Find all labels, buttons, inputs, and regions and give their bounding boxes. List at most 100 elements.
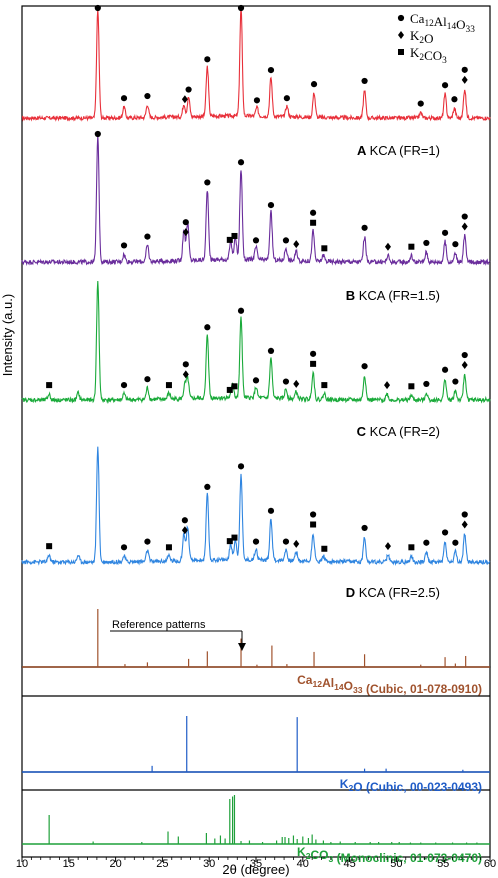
x-tick-label: 40: [297, 858, 309, 870]
peak-marker-circle: [283, 95, 290, 102]
series-line-B: [21, 135, 491, 267]
peak-marker-circle: [441, 529, 449, 536]
peak-marker-square: [226, 236, 233, 243]
peak-marker-square: [226, 386, 233, 393]
peak-marker-circle: [237, 4, 245, 12]
peak-marker-circle: [182, 361, 189, 368]
peak-marker-circle: [423, 380, 430, 388]
peak-marker-circle: [253, 97, 261, 104]
peak-marker-square: [231, 534, 238, 541]
peak-marker-circle: [204, 324, 211, 331]
peak-marker-circle: [452, 378, 459, 385]
peak-marker-square: [321, 545, 328, 552]
peak-marker-circle: [361, 524, 368, 532]
peak-marker-square: [226, 538, 233, 545]
peak-marker-circle: [120, 544, 128, 551]
y-axis-label: Intensity (a.u.): [0, 294, 15, 376]
peak-marker-circle: [461, 213, 468, 220]
legend-label: Ca12Al14O33: [410, 11, 475, 35]
peak-marker-circle: [144, 376, 151, 383]
peak-marker-diamond: [384, 542, 391, 551]
peak-marker-diamond: [181, 95, 188, 104]
legend-marker-diamond: [398, 31, 404, 39]
peak-marker-circle: [282, 378, 290, 385]
peak-marker-circle: [120, 382, 128, 389]
reference-annotation: Reference patterns: [112, 619, 206, 631]
peak-marker-circle: [120, 242, 128, 249]
peak-marker-diamond: [384, 381, 391, 390]
peak-marker-diamond: [461, 75, 468, 84]
peak-marker-square: [310, 521, 317, 528]
peak-marker-diamond: [293, 539, 300, 548]
peak-marker-diamond: [461, 520, 468, 529]
legend-marker-circle: [397, 14, 405, 22]
peak-marker-circle: [144, 538, 151, 545]
peak-marker-square: [408, 544, 415, 551]
peak-marker-circle: [361, 363, 368, 370]
peak-marker-circle: [252, 538, 260, 545]
series-line-C: [21, 280, 491, 405]
peak-marker-square: [165, 382, 172, 389]
x-tick-label: 20: [109, 858, 121, 870]
label-layer: A KCA (FR=1) B KCA (FR=1.5) C KCA (FR=2) D …: [346, 143, 440, 600]
reference-label: K2O (Cubic, 00-023-0493): [340, 777, 482, 794]
peak-marker-circle: [451, 96, 458, 103]
peak-marker-diamond: [461, 361, 468, 370]
peak-marker-circle: [441, 229, 449, 236]
peak-marker-square: [310, 219, 317, 226]
x-axis: 10 15 20 25 30 35 40 45 50 55 60: [16, 857, 496, 870]
peak-marker-diamond: [181, 526, 188, 535]
peak-marker-square: [408, 243, 415, 250]
x-tick-label: 30: [203, 858, 215, 870]
series-line-A: [21, 7, 491, 122]
x-tick-label: 25: [156, 858, 168, 870]
peak-marker-circle: [204, 56, 211, 63]
series-label-B: B KCA (FR=1.5): [346, 288, 440, 303]
reference-layer: Ca12Al14O33 (Cubic, 01-078-0910) Referenc…: [22, 609, 490, 865]
peak-marker-circle: [282, 237, 290, 244]
peak-marker-diamond: [461, 222, 468, 231]
peak-marker-circle: [94, 130, 101, 138]
peak-marker-circle: [309, 209, 317, 216]
peak-marker-circle: [309, 350, 317, 357]
peak-marker-circle: [452, 241, 459, 248]
peak-marker-square: [321, 382, 328, 389]
peak-marker-circle: [267, 347, 275, 354]
reference-label: Ca12Al14O33 (Cubic, 01-078-0910): [297, 673, 482, 696]
legend-label: K2CO3: [410, 45, 447, 66]
peak-marker-circle: [252, 377, 260, 384]
legend-label: K2O: [410, 28, 433, 46]
peak-marker-circle: [461, 351, 468, 359]
peak-marker-circle: [144, 233, 151, 240]
peak-marker-circle: [441, 82, 449, 89]
x-tick-label: 50: [390, 858, 402, 870]
peak-marker-square: [46, 543, 53, 550]
series-label-C: C KCA (FR=2): [357, 424, 440, 439]
peak-marker-circle: [267, 202, 275, 209]
marker-layer: [46, 4, 468, 552]
x-tick-label: 15: [63, 858, 75, 870]
peak-marker-circle: [423, 239, 430, 247]
peak-marker-diamond: [293, 379, 300, 388]
peak-marker-square: [310, 360, 317, 367]
peak-marker-circle: [417, 100, 424, 107]
peak-marker-circle: [181, 517, 188, 524]
series-line-D: [21, 446, 491, 566]
peak-marker-diamond: [182, 228, 189, 237]
peak-marker-circle: [267, 507, 275, 514]
peak-marker-circle: [182, 219, 189, 226]
x-tick-label: 35: [250, 858, 262, 870]
peak-marker-circle: [267, 67, 275, 74]
peak-marker-diamond: [384, 242, 391, 251]
annotation-arrow-head: [238, 643, 246, 651]
x-tick-label: 45: [343, 858, 355, 870]
peak-marker-circle: [441, 366, 449, 373]
peak-marker-circle: [252, 237, 260, 244]
series-layer: [21, 7, 491, 566]
peak-marker-circle: [204, 179, 211, 186]
series-label-A: A KCA (FR=1): [357, 143, 440, 158]
peak-marker-circle: [461, 511, 468, 518]
peak-marker-circle: [237, 463, 245, 470]
x-tick-label: 10: [16, 858, 28, 870]
x-tick-label: 55: [437, 858, 449, 870]
